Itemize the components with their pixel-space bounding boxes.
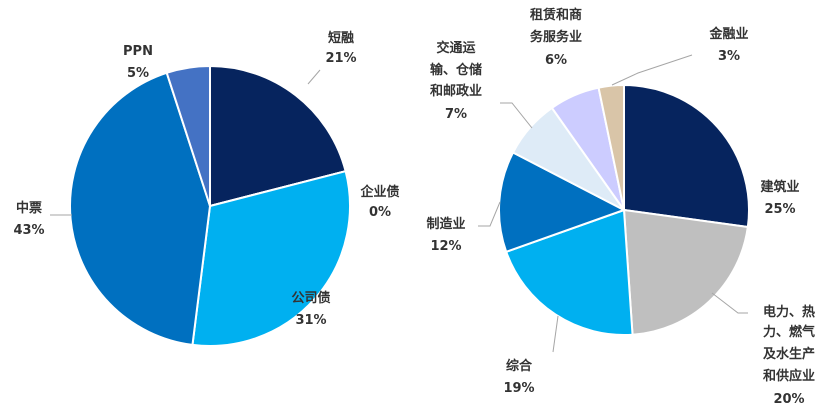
bond-type-slice-0: [209, 64, 347, 208]
label-enterprise-bond: 企业债 0%: [359, 184, 399, 220]
slice-label-line: 力、燃气: [763, 324, 815, 340]
slice-label: PPN: [123, 44, 153, 59]
slice-value-label: 6%: [545, 53, 567, 68]
slice-label-line: 输、仓储: [430, 62, 482, 78]
industry-slice-3: [498, 151, 627, 254]
label-transport: 交通运 输、仓储 和邮政业 7%: [430, 40, 482, 122]
slice-label: 金融业: [708, 26, 748, 42]
slice-label-line: 交通运: [436, 40, 475, 56]
slice-label-line: 务服务业: [530, 29, 582, 45]
industry-slice-1: [622, 208, 749, 336]
slice-value-label: 19%: [503, 381, 534, 396]
label-manufacturing: 制造业 12%: [426, 216, 465, 254]
slice-label: 企业债: [359, 184, 399, 200]
label-short-term: 短融 21%: [325, 30, 356, 66]
slice-label: 综合: [506, 358, 533, 374]
slice-value-label: 31%: [295, 313, 326, 328]
slice-value-label: 21%: [325, 51, 356, 66]
slice-value-label: 5%: [127, 66, 149, 81]
label-utilities: 电力、热 力、燃气 及水生产 和供应业 20%: [763, 304, 815, 407]
leader-line: [500, 102, 533, 129]
pie-chart-industry: [498, 83, 750, 336]
slice-label: 公司债: [291, 290, 330, 306]
leader-line: [552, 315, 559, 353]
leader-line: [307, 69, 321, 85]
slice-value-label: 20%: [773, 392, 804, 407]
label-leasing: 租赁和商 务服务业 6%: [530, 7, 582, 68]
industry-slice-0: [623, 83, 750, 229]
slice-value-label: 3%: [718, 49, 740, 64]
slice-label-line: 及水生产: [763, 346, 815, 362]
slice-label: 中票: [16, 200, 42, 216]
label-finance: 金融业 3%: [708, 26, 748, 64]
slice-label-line: 租赁和商: [530, 7, 582, 23]
industry-slice-6: [597, 83, 625, 211]
slice-label-line: 和邮政业: [430, 83, 482, 99]
slice-value-label: 7%: [445, 107, 467, 122]
bond-type-slice-2: [191, 169, 351, 347]
pie-chart-bond-type: [69, 64, 351, 347]
slice-value-label: 12%: [430, 239, 461, 254]
label-construction: 建筑业 25%: [760, 179, 799, 217]
slice-label: 建筑业: [760, 179, 799, 195]
label-mtn: 中票 43%: [13, 200, 44, 238]
bond-type-slice-4: [165, 64, 211, 207]
slice-value-label: 43%: [13, 223, 44, 238]
slice-label-line: 电力、热: [763, 304, 815, 320]
slice-label: 制造业: [426, 216, 465, 232]
slice-value-label: 0%: [369, 205, 391, 220]
leader-line: [478, 201, 501, 227]
label-conglomerate: 综合 19%: [503, 358, 534, 396]
leader-line: [611, 54, 693, 86]
slice-value-label: 25%: [764, 202, 795, 217]
label-corporate-bond: 公司债 31%: [291, 290, 330, 328]
bond-type-slice-3: [69, 71, 212, 347]
slice-label: 短融: [328, 30, 354, 46]
leader-line: [711, 292, 748, 314]
label-ppn: PPN 5%: [123, 44, 153, 81]
slice-label-line: 和供应业: [763, 368, 815, 384]
